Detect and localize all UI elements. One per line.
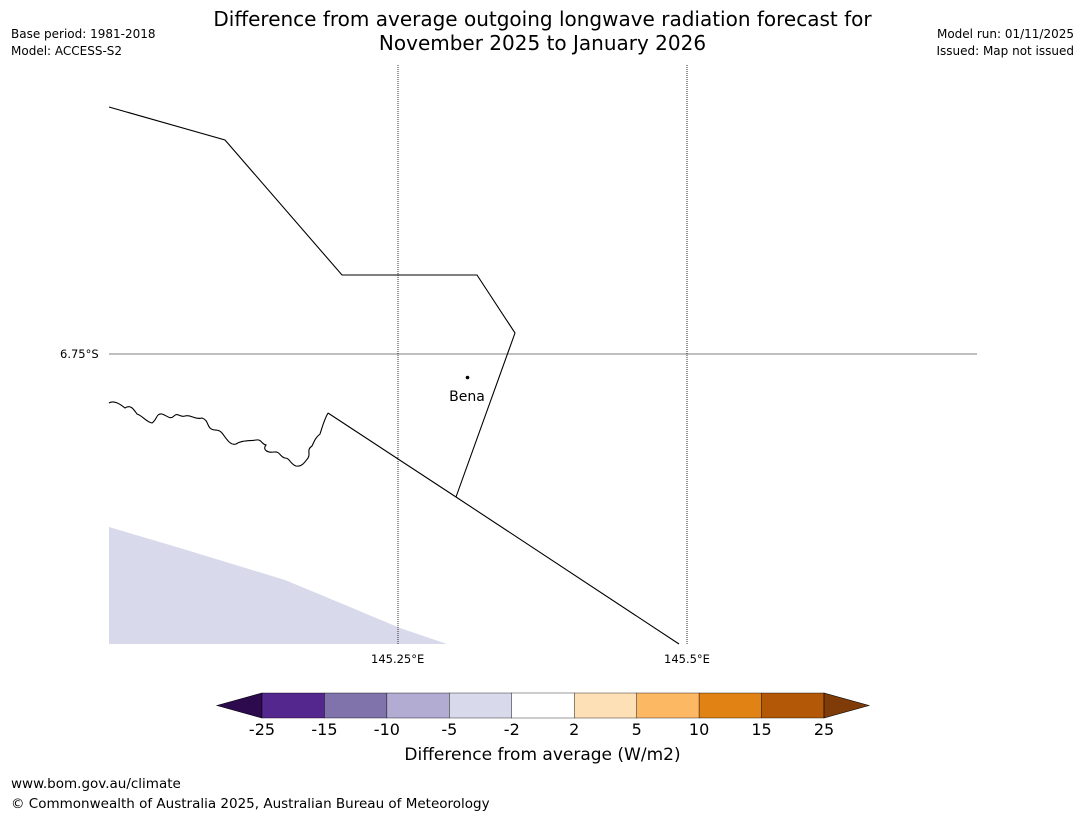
model-run: Model run: 01/11/2025 [936,27,1074,41]
model-name: Model: ACCESS-S2 [11,44,123,58]
colorbar-segment [511,692,575,719]
lat-label: 6.75°S [60,347,99,361]
colorbar-tick-label: -10 [373,720,400,739]
meta-right: Model run: 01/11/2025 Issued: Map not is… [936,26,1074,60]
colorbar-segment [449,692,512,719]
bena-label: Bena [449,389,485,405]
colorbar-extend-min [215,692,263,719]
issued-status: Issued: Map not issued [936,44,1074,58]
colorbar-tick-label: -15 [311,720,338,739]
bena-marker [465,375,470,380]
meta-left: Base period: 1981-2018 Model: ACCESS-S2 [11,26,156,60]
colorbar-segment [574,692,637,719]
colorbar-extend-max [823,692,871,719]
colorbar-tick-label: 10 [688,720,710,739]
river-line [108,401,329,467]
footer-url: www.bom.gov.au/climate [11,776,181,792]
shaded-region [109,527,447,644]
base-period: Base period: 1981-2018 [11,27,156,41]
colorbar-segment [386,692,450,719]
boundary-south [327,412,680,645]
colorbar-tick-label: -2 [503,720,520,739]
title-line-1: Difference from average outgoing longwav… [213,7,872,31]
colorbar-segment [698,692,762,719]
colorbar-tick-label: 25 [813,720,835,739]
footer-copyright: © Commonwealth of Australia 2025, Austra… [11,796,490,812]
lon-label-2: 145.5°E [664,652,710,666]
colorbar-tick-label: 5 [631,720,642,739]
colorbar-tick-label: -25 [248,720,276,739]
colorbar [215,692,871,719]
colorbar-label: Difference from average (W/m2) [404,745,681,765]
lon-label-1: 145.25°E [371,652,425,666]
colorbar-segment [761,692,825,719]
colorbar-tick-label: -5 [441,720,458,739]
colorbar-segment [261,692,325,719]
boundary-north [108,106,516,498]
map-title: Difference from average outgoing longwav… [140,7,945,55]
colorbar-segment [324,692,388,719]
colorbar-tick-label: 2 [569,720,580,739]
colorbar-tick-label: 15 [751,720,772,739]
colorbar-segment [636,692,700,719]
title-line-2: November 2025 to January 2026 [378,31,707,55]
